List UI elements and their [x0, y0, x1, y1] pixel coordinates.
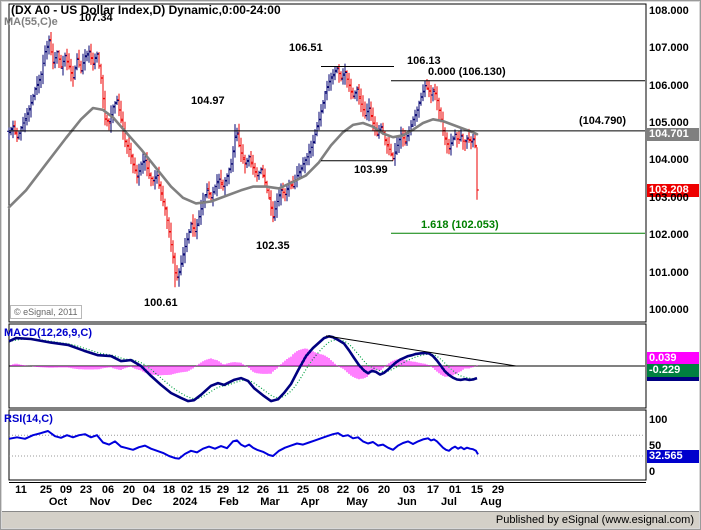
price-scale-label: 104.000 — [649, 154, 689, 166]
fib-label-0-000: 0.000 (106.130) — [428, 66, 506, 78]
x-axis-day-label: 03 — [402, 484, 416, 496]
fib-label-1-618: 1.618 (102.053) — [421, 219, 499, 231]
rsi-scale-label: 100 — [649, 414, 668, 426]
price-label-100-61: 100.61 — [144, 297, 178, 309]
x-axis-day-label: 29 — [216, 484, 230, 496]
rsi-study-label: RSI(14,C) — [4, 413, 53, 425]
x-axis-day-label: 23 — [79, 484, 93, 496]
x-axis-month-label: Feb — [219, 496, 239, 508]
x-axis-day-label: 26 — [256, 484, 270, 496]
x-axis-month-label: May — [346, 496, 368, 508]
x-axis-month-label: Jun — [397, 496, 417, 508]
x-axis-day-label: 20 — [377, 484, 391, 496]
x-axis-day-label: 12 — [236, 484, 250, 496]
last-price-badge: 103.208 — [647, 184, 700, 197]
price-scale-label: 100.000 — [649, 304, 689, 316]
x-axis-day-label: 06 — [356, 484, 370, 496]
x-axis-day-label: 02 — [180, 484, 194, 496]
x-axis-day-label: 18 — [162, 484, 176, 496]
chart-title: (DX A0 - US Dollar Index,D) Dynamic,0:00… — [11, 3, 281, 17]
price-scale-label: 108.000 — [649, 5, 689, 17]
price-label-106-51: 106.51 — [289, 42, 323, 54]
ma-study-label: MA(55,C)e — [4, 16, 58, 28]
price-scale-label: 102.000 — [649, 229, 689, 241]
rsi-scale-label: 0 — [649, 466, 656, 478]
price-scale-label: 106.000 — [649, 80, 689, 92]
rsi-scale-label: 50 — [649, 440, 662, 452]
publisher-text: Published by eSignal (www.esignal.com) — [495, 514, 694, 526]
status-bar: Published by eSignal (www.esignal.com) — [1, 511, 700, 529]
x-axis-month-label: Mar — [260, 496, 280, 508]
level-label-104-790: (104.790) — [579, 115, 627, 127]
price-label-107-34: 107.34 — [79, 12, 113, 24]
price-label-102-35: 102.35 — [256, 240, 290, 252]
esignal-watermark: © eSignal, 2011 — [10, 305, 82, 319]
x-axis-month-label: Aug — [480, 496, 502, 508]
x-axis-month-label: 2024 — [172, 496, 198, 508]
x-axis-day-label: 09 — [59, 484, 73, 496]
x-axis-month-label: Apr — [300, 496, 320, 508]
x-axis-day-label: 15 — [198, 484, 212, 496]
x-axis-day-label: 25 — [296, 484, 310, 496]
price-label-104-97: 104.97 — [191, 95, 225, 107]
x-axis-day-label: 22 — [336, 484, 350, 496]
x-axis-day-label: 04 — [142, 484, 156, 496]
price-scale-label: 107.000 — [649, 42, 689, 54]
x-axis-month-label: Jul — [441, 496, 457, 508]
macd-line-value-badge — [647, 377, 700, 381]
macd-study-label: MACD(12,26,9,C) — [4, 327, 93, 339]
x-axis-day-label: 29 — [491, 484, 505, 496]
x-axis-day-label: 08 — [316, 484, 330, 496]
ma-value-badge: 104.701 — [647, 128, 700, 141]
price-label-103-99: 103.99 — [354, 164, 388, 176]
price-scale-label: 103.000 — [649, 192, 689, 204]
x-axis-month-label: Dec — [131, 496, 153, 508]
x-axis-day-label: 15 — [470, 484, 484, 496]
x-axis-day-label: 11 — [277, 484, 289, 496]
x-axis-day-label: 25 — [39, 484, 53, 496]
x-axis-day-label: 17 — [426, 484, 440, 496]
x-axis-day-label: 20 — [122, 484, 136, 496]
macd-signal-value-badge: -0.229 — [647, 364, 700, 377]
x-axis-day-label: 01 — [448, 484, 462, 496]
x-axis-day-label: 06 — [101, 484, 115, 496]
x-axis-day-label: 11 — [15, 484, 27, 496]
price-label-106-13: 106.13 — [407, 55, 441, 67]
macd-histogram-value-badge: 0.039 — [647, 352, 700, 365]
price-scale-label: 105.000 — [649, 117, 689, 129]
x-axis-month-label: Oct — [48, 496, 68, 508]
rsi-value-badge: 32.565 — [647, 450, 700, 463]
price-scale-label: 101.000 — [649, 267, 689, 279]
x-axis-month-label: Nov — [89, 496, 111, 508]
